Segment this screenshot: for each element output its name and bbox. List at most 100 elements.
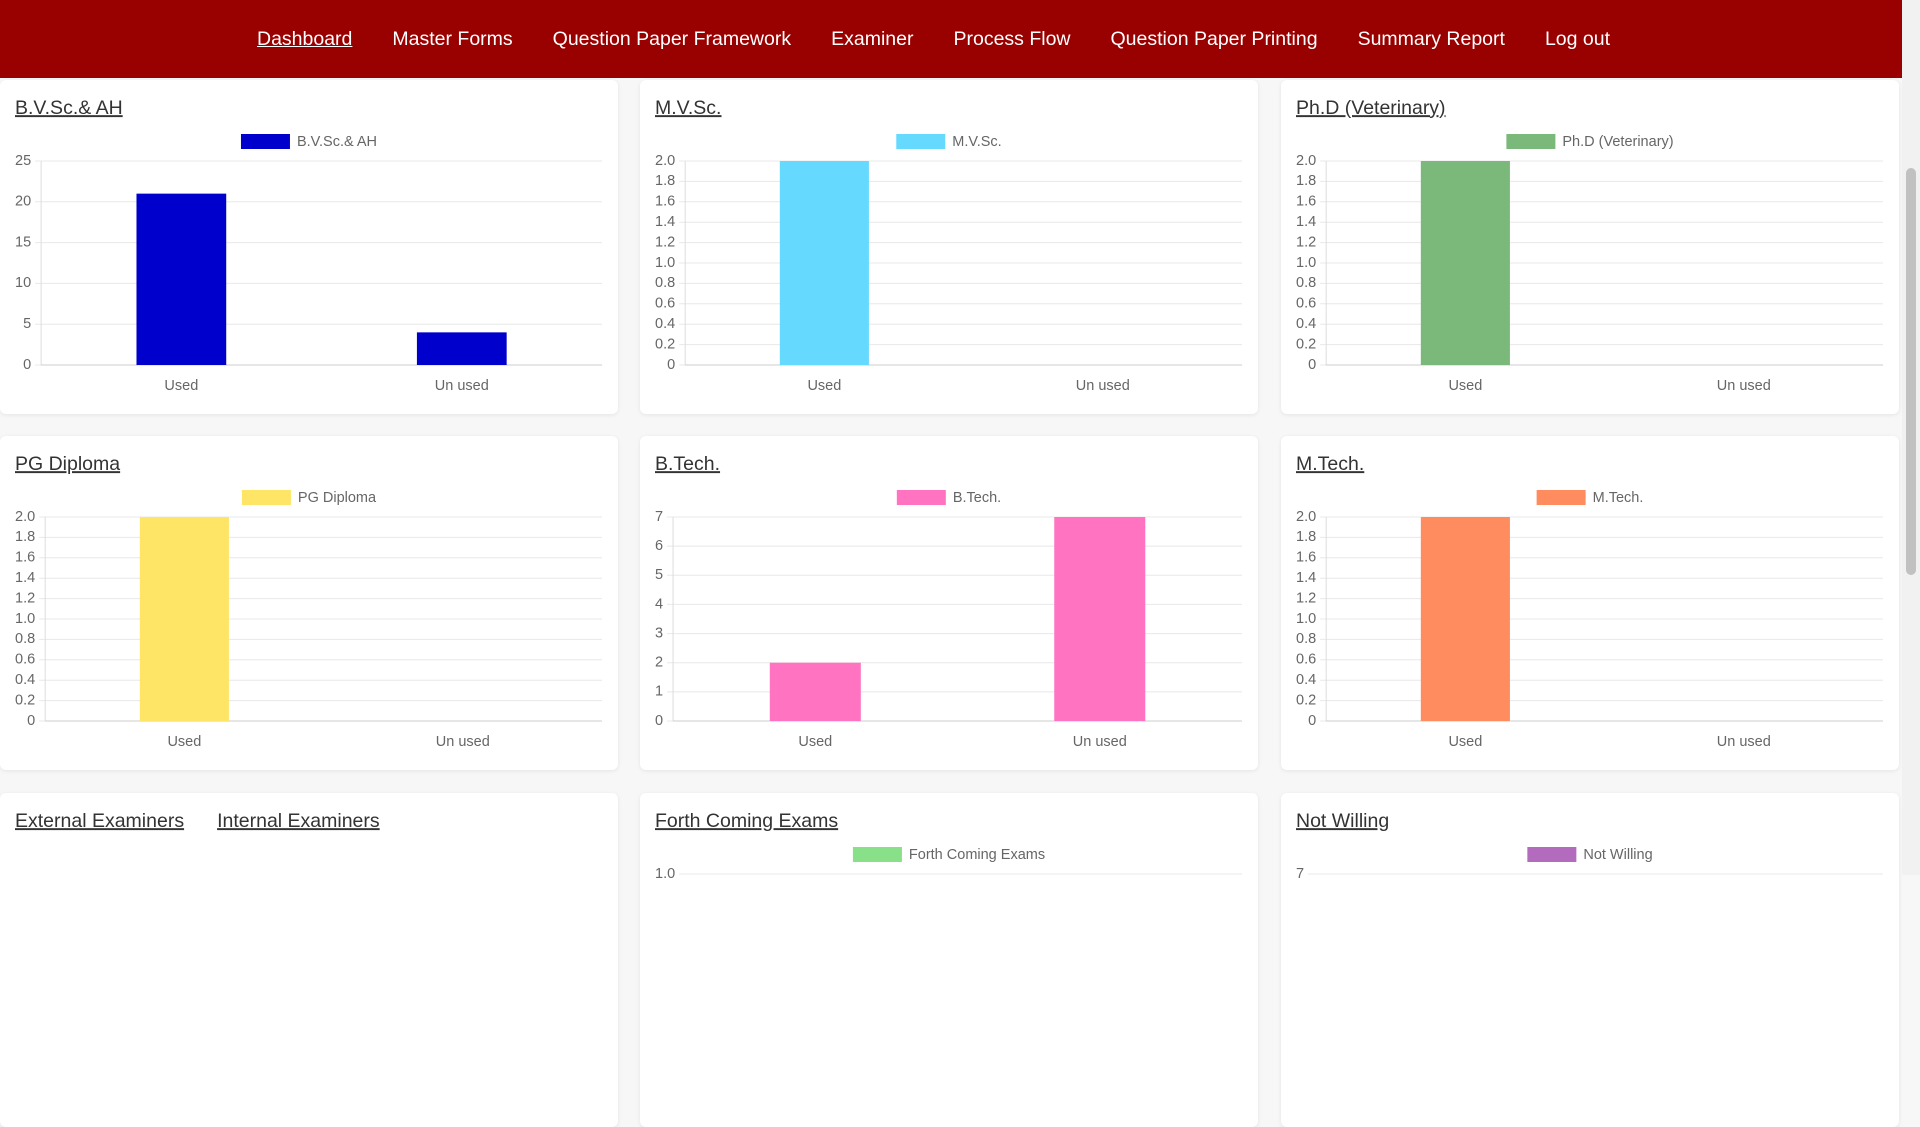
nav-link[interactable]: Dashboard — [257, 27, 353, 50]
y-tick-label: 1.6 — [15, 550, 35, 566]
panel-link[interactable]: External Examiners — [15, 810, 184, 832]
x-tick-label: Used — [807, 378, 841, 394]
x-tick-label: Un used — [436, 734, 490, 750]
panel-title[interactable]: M.Tech. — [1296, 453, 1364, 475]
y-tick-label: 5 — [655, 567, 663, 583]
panel-title[interactable]: B.V.Sc.& AH — [15, 97, 123, 119]
y-tick-label: 0.6 — [1296, 652, 1316, 668]
bar[interactable] — [1054, 517, 1146, 721]
x-tick-label: Used — [1448, 378, 1482, 394]
nav-link[interactable]: Master Forms — [392, 27, 513, 50]
y-tick-label: 2 — [655, 655, 663, 671]
y-tick-label: 1.6 — [1296, 550, 1316, 566]
legend-label: B.V.Sc.& AH — [297, 134, 377, 150]
page: Dashboard Master Forms Question Paper Fram… — [0, 0, 1916, 882]
y-tick-label: 0.6 — [1296, 296, 1316, 312]
y-tick-label: 1.6 — [655, 194, 675, 210]
nav-link[interactable]: Summary Report — [1357, 27, 1505, 50]
panel-title[interactable]: Ph.D (Veterinary) — [1296, 97, 1446, 119]
nav-link[interactable]: Log out — [1544, 27, 1610, 50]
y-tick-label: 5 — [23, 316, 31, 332]
panel-svg: PG Diploma PG Diploma 0 0.2 0.4 0.6 0.8 1.0 1.2 1… — [15, 453, 602, 750]
y-tick-label: 0 — [27, 713, 35, 729]
y-tick-label: 0.8 — [1296, 275, 1316, 291]
y-tick-label: 1.2 — [655, 234, 675, 250]
nav-link[interactable]: Process Flow — [953, 27, 1071, 50]
bar[interactable] — [136, 193, 227, 365]
y-tick-label: 1.4 — [15, 570, 35, 586]
panel: M.Tech. M.Tech. 0 0.2 0.4 0.6 0.8 1.0 1.2 1.4 1.6 1… — [1281, 436, 1899, 770]
legend-item[interactable]: Forth Coming Exams — [852, 847, 1045, 863]
x-tick-label: Used — [798, 734, 832, 750]
y-tick-label: 0.4 — [655, 316, 675, 332]
y-tick-label: 1.2 — [1296, 590, 1316, 606]
y-tick-label: 3 — [655, 625, 663, 641]
panel-title[interactable]: PG Diploma — [15, 453, 120, 475]
y-tick-label: 7 — [1296, 866, 1304, 882]
y-tick-label: 1.0 — [15, 611, 35, 627]
y-tick-label: 0.8 — [1296, 631, 1316, 647]
bar[interactable] — [1420, 161, 1510, 365]
panel-title[interactable]: B.Tech. — [655, 453, 720, 475]
panel-svg: B.Tech. B.Tech. 0 1 2 3 4 5 6 7 Used Un used — [655, 453, 1242, 750]
y-tick-label: 7 — [655, 509, 663, 525]
y-tick-label: 1.4 — [655, 214, 675, 230]
scrollbar-thumb[interactable] — [1906, 168, 1916, 575]
bar[interactable] — [779, 161, 869, 365]
panel-title[interactable]: M.V.Sc. — [655, 97, 721, 119]
panel-link[interactable]: Internal Examiners — [217, 810, 380, 832]
y-tick-label: 0.4 — [15, 672, 35, 688]
y-tick-label: 0.6 — [15, 652, 35, 668]
y-tick-label: 2.0 — [15, 509, 35, 525]
legend-label: Ph.D (Veterinary) — [1562, 134, 1673, 150]
y-tick-label: 1.0 — [655, 255, 675, 271]
y-tick-label: 1.6 — [1296, 194, 1316, 210]
panel-svg: B.V.Sc.& AH B.V.Sc.& AH 0 5 10 15 20 25 Used Un u… — [15, 97, 602, 394]
legend-item[interactable]: B.Tech. — [896, 490, 1001, 506]
bar[interactable] — [416, 332, 507, 365]
y-tick-label: 10 — [15, 275, 31, 291]
y-tick-label: 0.8 — [655, 275, 675, 291]
y-tick-label: 1.0 — [1296, 611, 1316, 627]
panel-svg: Ph.D (Veterinary) Ph.D (Veterinary) 0 0.2 0.… — [1296, 97, 1883, 394]
bar[interactable] — [769, 662, 861, 721]
bar[interactable] — [139, 517, 229, 721]
panel: PG Diploma PG Diploma 0 0.2 0.4 0.6 0.8 1.0 1.2 1… — [0, 436, 618, 770]
panel: B.Tech. B.Tech. 0 1 2 3 4 5 6 7 Used Un used — [640, 436, 1258, 770]
y-tick-label: 0 — [23, 357, 31, 373]
y-tick-label: 0 — [1308, 357, 1316, 373]
legend-item[interactable]: B.V.Sc.& AH — [240, 134, 377, 150]
panel-title[interactable]: Forth Coming Exams — [655, 810, 838, 832]
panel: Not Willing Not Willing 7 — [1281, 793, 1899, 1127]
y-tick-label: 0.2 — [15, 692, 35, 708]
legend-item[interactable]: PG Diploma — [241, 490, 377, 506]
y-tick-label: 1.4 — [1296, 570, 1316, 586]
nav-link[interactable]: Question Paper Framework — [552, 27, 792, 50]
legend-item[interactable]: M.Tech. — [1536, 490, 1644, 506]
y-tick-label: 0.4 — [1296, 672, 1316, 688]
legend-swatch — [896, 134, 946, 149]
panel-title[interactable]: Not Willing — [1296, 810, 1389, 832]
panel: M.V.Sc. M.V.Sc. 0 0.2 0.4 0.6 0.8 1.0 1.2 1.4 1.6 1… — [640, 80, 1258, 414]
legend-label: PG Diploma — [298, 490, 377, 506]
nav-link[interactable]: Question Paper Printing — [1110, 27, 1318, 50]
legend-item[interactable]: Not Willing — [1527, 847, 1653, 863]
bar[interactable] — [1420, 517, 1510, 721]
y-tick-label: 0 — [1308, 713, 1316, 729]
y-tick-label: 0.2 — [655, 336, 675, 352]
x-tick-label: Un used — [1717, 378, 1771, 394]
nav-bar: Dashboard Master Forms Question Paper Fram… — [0, 0, 1902, 78]
x-tick-label: Used — [164, 378, 198, 394]
legend-item[interactable]: Ph.D (Veterinary) — [1506, 134, 1674, 150]
legend-swatch — [852, 847, 902, 862]
y-tick-label: 1.2 — [15, 590, 35, 606]
y-tick-label: 1.0 — [655, 866, 675, 882]
x-tick-label: Un used — [1076, 378, 1130, 394]
legend-item[interactable]: M.V.Sc. — [896, 134, 1002, 150]
legend-swatch — [1527, 847, 1577, 862]
x-tick-label: Un used — [435, 378, 489, 394]
panel: Ph.D (Veterinary) Ph.D (Veterinary) 0 0.2 0.… — [1281, 80, 1899, 414]
y-tick-label: 1.2 — [1296, 234, 1316, 250]
nav-link[interactable]: Examiner — [831, 27, 914, 50]
y-tick-label: 0.8 — [15, 631, 35, 647]
